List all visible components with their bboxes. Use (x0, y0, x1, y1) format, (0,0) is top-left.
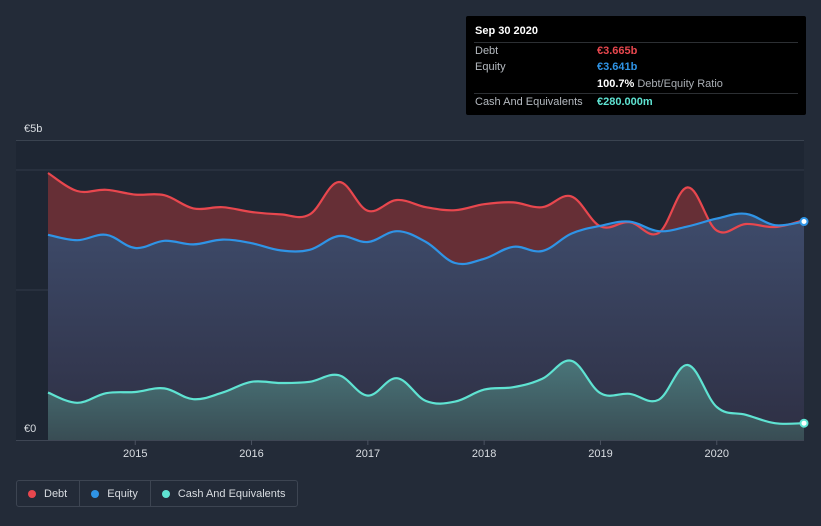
x-tick-label: 2020 (705, 448, 729, 460)
chart-legend: Debt Equity Cash And Equivalents (16, 480, 299, 507)
tooltip-value-cash: €280.000m (597, 95, 653, 108)
legend-dot-icon (161, 489, 170, 498)
legend-item-debt[interactable]: Debt (17, 481, 81, 506)
legend-label: Debt (44, 487, 68, 500)
equity-area (48, 213, 804, 440)
legend-label: Equity (107, 487, 138, 500)
tooltip-panel: Sep 30 2020 Debt €3.665b Equity €3.641b … (466, 16, 806, 115)
tooltip-row-debt: Debt €3.665b (474, 42, 798, 59)
legend-label: Cash And Equivalents (177, 487, 286, 500)
equity-line (47, 212, 805, 266)
y-tick-label: €0 (24, 423, 36, 435)
x-tick-label: 2019 (588, 448, 612, 460)
tooltip-date: Sep 30 2020 (475, 25, 538, 37)
equity-end-marker (799, 217, 809, 227)
legend-item-cash[interactable]: Cash And Equivalents (151, 481, 298, 506)
x-tick-label: 2016 (239, 448, 263, 460)
legend-dot-icon (28, 489, 36, 498)
tooltip-label: Equity (475, 61, 506, 73)
legend-dot-icon (91, 489, 100, 498)
cash-line (47, 359, 805, 425)
x-tick-label: 2015 (123, 448, 147, 460)
tooltip-ratio-caption: Debt/Equity Ratio (637, 78, 723, 90)
debt-line (47, 172, 805, 236)
cash-end-marker (799, 418, 809, 428)
y-tick-label: €5b (24, 123, 42, 135)
x-tick-label: 2018 (472, 448, 496, 460)
tooltip-row-equity: Equity €3.641b (474, 59, 798, 76)
x-tick-label: 2017 (356, 448, 380, 460)
tooltip-value-equity: €3.641b (597, 61, 638, 73)
tooltip-value-debt: €3.665b (597, 44, 638, 57)
tooltip-label: Debt (475, 44, 499, 57)
tooltip-label: Cash And Equivalents (475, 95, 583, 108)
cash-area (48, 360, 804, 440)
tooltip-row-cash: Cash And Equivalents €280.000m (474, 93, 798, 110)
legend-item-equity[interactable]: Equity (80, 481, 151, 506)
tooltip-value-ratio: 100.7% (597, 78, 635, 90)
tooltip-row-ratio: 100.7% Debt/Equity Ratio (474, 76, 798, 93)
